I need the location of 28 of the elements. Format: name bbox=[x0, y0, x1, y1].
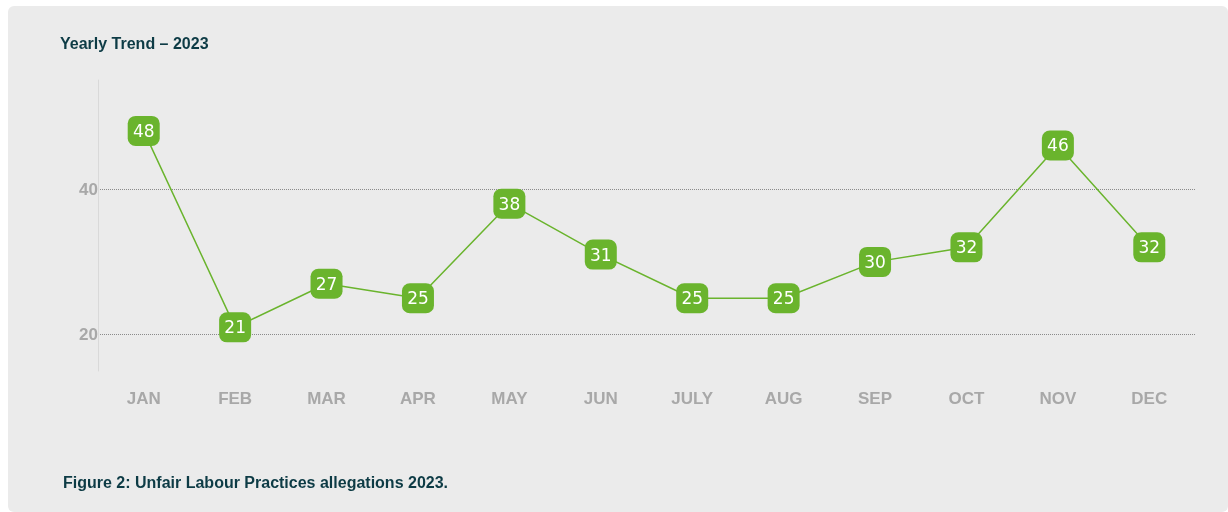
x-tick-label: OCT bbox=[948, 389, 986, 408]
data-label: 25 bbox=[681, 288, 704, 309]
data-label: 38 bbox=[498, 193, 521, 214]
x-tick-label: DEC bbox=[1131, 389, 1168, 408]
x-tick-label: MAR bbox=[307, 389, 346, 408]
x-tick-label: AUG bbox=[764, 389, 803, 408]
data-label: 21 bbox=[224, 317, 246, 338]
x-tick-label: SEP bbox=[858, 389, 893, 408]
data-label: 27 bbox=[315, 273, 338, 294]
x-tick-label: APR bbox=[400, 389, 436, 408]
x-tick-label: NOV bbox=[1039, 389, 1077, 408]
y-tick-label: 40 bbox=[79, 179, 98, 199]
y-tick-label: 20 bbox=[79, 325, 98, 345]
data-label: 25 bbox=[772, 288, 795, 309]
x-tick-label: JUN bbox=[583, 389, 618, 408]
data-label: 46 bbox=[1047, 135, 1069, 156]
x-tick-label: JAN bbox=[126, 389, 161, 408]
data-label: 30 bbox=[864, 251, 886, 272]
x-tick-label: JULY bbox=[671, 389, 714, 408]
data-label: 25 bbox=[407, 288, 429, 309]
chart-title: Yearly Trend – 2023 bbox=[60, 34, 209, 52]
data-label: 31 bbox=[589, 244, 612, 265]
x-tick-label: FEB bbox=[218, 389, 253, 408]
data-label: 32 bbox=[955, 237, 978, 258]
x-tick-label: MAY bbox=[491, 389, 529, 408]
caption: Figure 2: Unfair Labour Practices allegations 2023. bbox=[63, 473, 449, 491]
data-label: 48 bbox=[132, 120, 155, 141]
data-label: 32 bbox=[1138, 237, 1161, 258]
